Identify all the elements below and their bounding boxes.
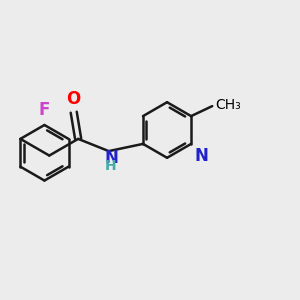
Text: O: O bbox=[67, 90, 81, 108]
Text: N: N bbox=[104, 149, 118, 167]
Text: F: F bbox=[39, 101, 50, 119]
Text: N: N bbox=[194, 147, 208, 165]
Text: H: H bbox=[105, 159, 117, 173]
Text: CH₃: CH₃ bbox=[216, 98, 241, 112]
